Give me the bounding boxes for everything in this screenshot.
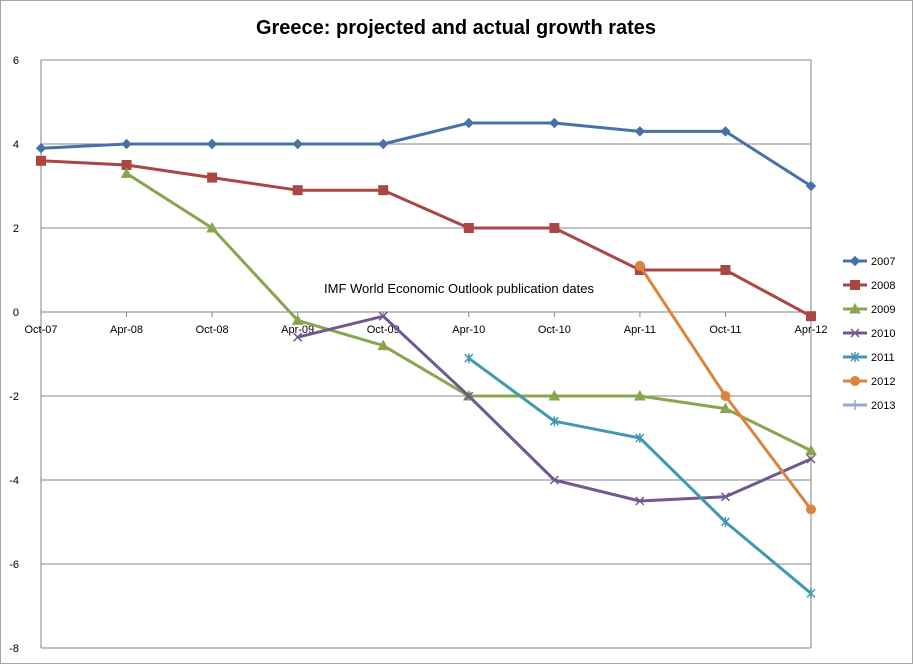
series-2008 bbox=[36, 155, 816, 322]
legend-label: 2012 bbox=[871, 376, 895, 388]
legend-marker bbox=[850, 400, 860, 410]
legend-label: 2008 bbox=[871, 280, 895, 292]
x-tick-label: Oct-11 bbox=[709, 324, 741, 336]
chart-annotation: IMF World Economic Outlook publication d… bbox=[324, 281, 594, 296]
legend-item: 2009 bbox=[843, 302, 895, 316]
chart-title: Greece: projected and actual growth rate… bbox=[256, 17, 656, 39]
series-2007 bbox=[35, 117, 817, 192]
data-point bbox=[291, 314, 304, 325]
legend-label: 2013 bbox=[871, 400, 895, 412]
data-point bbox=[806, 311, 816, 322]
series-2011 bbox=[464, 353, 816, 599]
data-point bbox=[207, 172, 218, 183]
data-point bbox=[206, 138, 218, 150]
data-point bbox=[806, 454, 816, 464]
legend-marker bbox=[849, 255, 861, 267]
gridlines bbox=[40, 59, 812, 649]
series-lines bbox=[35, 117, 817, 599]
series-2010 bbox=[293, 311, 816, 506]
legend-marker bbox=[849, 302, 861, 314]
legend-marker bbox=[850, 352, 860, 362]
y-tick-label: -4 bbox=[9, 475, 19, 487]
data-point bbox=[464, 353, 474, 364]
legend-item: 2011 bbox=[843, 352, 895, 364]
data-point bbox=[378, 138, 389, 150]
series-line bbox=[40, 121, 812, 188]
y-axis-ticks: 6 4 2 0 -2 -4 -6 -8 bbox=[9, 55, 19, 655]
data-point bbox=[634, 389, 646, 401]
data-point bbox=[292, 138, 303, 150]
data-point bbox=[463, 117, 474, 129]
x-tick-label: Apr-11 bbox=[624, 324, 656, 336]
data-point bbox=[206, 221, 218, 233]
y-tick-label: 6 bbox=[13, 55, 19, 67]
legend-item: 2007 bbox=[843, 255, 895, 268]
data-point bbox=[635, 496, 645, 506]
data-point bbox=[464, 391, 474, 401]
data-point bbox=[378, 311, 388, 321]
x-tick-label: Apr-09 bbox=[281, 324, 314, 336]
data-point bbox=[463, 223, 474, 233]
data-point bbox=[805, 180, 817, 192]
x-tick-label: Apr-08 bbox=[110, 324, 143, 336]
x-tick-label: Oct-07 bbox=[24, 324, 57, 336]
data-point bbox=[549, 223, 560, 233]
x-axis-ticks: Oct-07 Apr-08 Oct-08 Apr-09 Oct-09 Apr-10 Oct-… bbox=[24, 312, 828, 336]
legend-item: 2010 bbox=[843, 328, 895, 340]
data-point bbox=[720, 391, 731, 401]
y-tick-label: -6 bbox=[9, 559, 19, 571]
data-point bbox=[549, 117, 560, 129]
legend-label: 2009 bbox=[871, 304, 895, 316]
x-tick-label: Oct-09 bbox=[367, 324, 400, 336]
data-point bbox=[377, 339, 390, 351]
data-point bbox=[635, 433, 645, 443]
data-point bbox=[36, 155, 46, 166]
data-point bbox=[719, 402, 732, 414]
legend-item: 2012 bbox=[843, 376, 895, 388]
data-point bbox=[806, 504, 816, 515]
y-tick-label: 2 bbox=[13, 223, 19, 235]
data-point bbox=[548, 389, 561, 401]
data-point bbox=[634, 260, 645, 271]
legend-label: 2011 bbox=[871, 352, 895, 364]
legend-item: 2008 bbox=[843, 280, 895, 292]
legend-label: 2007 bbox=[871, 256, 895, 268]
data-point bbox=[720, 126, 731, 137]
legend-marker bbox=[850, 280, 860, 290]
data-point bbox=[121, 138, 132, 150]
x-tick-label: Oct-08 bbox=[196, 324, 229, 336]
data-point bbox=[35, 142, 47, 154]
y-tick-label: 4 bbox=[13, 139, 19, 151]
data-point bbox=[293, 332, 303, 342]
series-line bbox=[40, 159, 812, 318]
data-point bbox=[292, 185, 303, 196]
data-point bbox=[805, 444, 817, 456]
data-point bbox=[806, 588, 816, 599]
data-point bbox=[720, 265, 731, 275]
series-2012 bbox=[634, 260, 816, 515]
legend-item: 2013 bbox=[843, 400, 895, 412]
data-point bbox=[378, 185, 389, 196]
legend-label: 2010 bbox=[871, 328, 895, 340]
y-tick-label: -2 bbox=[9, 391, 19, 403]
x-tick-label: Oct-10 bbox=[538, 324, 571, 336]
data-point bbox=[720, 492, 730, 502]
legend-marker bbox=[850, 328, 860, 338]
y-tick-label: -8 bbox=[9, 643, 19, 655]
data-point bbox=[549, 475, 559, 485]
x-tick-label: Apr-12 bbox=[794, 324, 827, 336]
data-point bbox=[549, 416, 559, 427]
y-tick-label: 0 bbox=[13, 307, 19, 319]
data-point bbox=[634, 126, 646, 137]
data-point bbox=[720, 517, 730, 527]
x-tick-label: Apr-10 bbox=[452, 324, 485, 336]
legend: 2007 2008 2009 2010 2011 2012 2013 bbox=[843, 255, 895, 412]
legend-marker bbox=[850, 376, 860, 386]
data-point bbox=[120, 167, 133, 178]
